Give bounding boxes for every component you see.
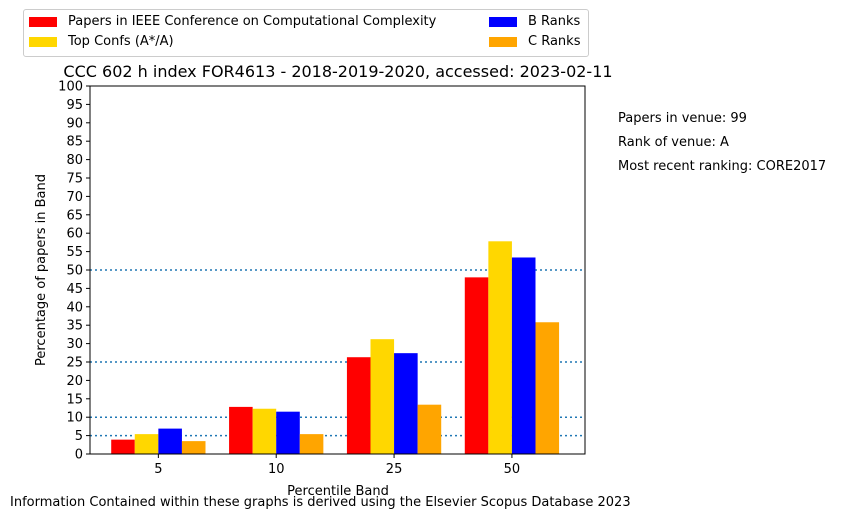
legend-swatch-b-ranks xyxy=(489,16,517,27)
y-axis-label: Percentage of papers in Band xyxy=(34,174,49,366)
y-tick-label: 60 xyxy=(66,227,83,242)
bar xyxy=(488,241,512,454)
papers-in-venue: Papers in venue: 99 xyxy=(618,111,747,126)
chart-title: CCC 602 h index FOR4613 - 2018-2019-2020… xyxy=(63,62,612,81)
y-tick-label: 10 xyxy=(66,411,83,426)
y-tick-label: 100 xyxy=(58,80,83,95)
legend-swatch-ieee xyxy=(29,16,57,27)
legend-label-top-confs: Top Confs (A*/A) xyxy=(68,34,174,49)
legend-swatch-top-confs xyxy=(29,36,57,47)
legend-label-c-ranks: C Ranks xyxy=(528,34,581,49)
legend: Papers in IEEE Conference on Computation… xyxy=(23,9,589,57)
bar xyxy=(464,277,489,454)
y-tick-label: 55 xyxy=(66,245,83,260)
y-tick-label: 80 xyxy=(66,153,83,168)
y-tick-label: 25 xyxy=(66,356,83,371)
y-tick-label: 5 xyxy=(75,429,83,444)
y-tick-label: 35 xyxy=(66,319,83,334)
bar xyxy=(346,357,371,454)
y-tick-label: 45 xyxy=(66,282,83,297)
y-tick-label: 90 xyxy=(66,116,83,131)
legend-swatch-c-ranks xyxy=(489,36,517,47)
bar xyxy=(417,404,442,454)
legend-item-b-ranks: B Ranks xyxy=(489,14,580,29)
x-tick-label: 25 xyxy=(386,462,403,477)
bar xyxy=(181,441,206,454)
y-tick-label: 15 xyxy=(66,392,83,407)
y-tick-label: 50 xyxy=(66,264,83,279)
x-tick-label: 5 xyxy=(154,462,162,477)
legend-item-c-ranks: C Ranks xyxy=(489,34,580,49)
y-tick-label: 70 xyxy=(66,190,83,205)
x-tick-label: 10 xyxy=(268,462,285,477)
bar xyxy=(134,434,159,454)
legend-item-ieee: Papers in IEEE Conference on Computation… xyxy=(29,14,436,29)
bar xyxy=(229,406,253,454)
rank-of-venue: Rank of venue: A xyxy=(618,135,729,150)
y-tick-label: 85 xyxy=(66,135,83,150)
y-tick-label: 75 xyxy=(66,172,83,187)
bar xyxy=(511,257,536,454)
bar xyxy=(394,353,418,454)
most-recent-ranking: Most recent ranking: CORE2017 xyxy=(618,159,827,174)
y-tick-label: 30 xyxy=(66,337,83,352)
x-axis-label: Percentile Band xyxy=(287,484,389,499)
bar xyxy=(299,434,324,454)
bar xyxy=(276,411,300,454)
y-tick-label: 40 xyxy=(66,300,83,315)
data-source-footer: Information Contained within these graph… xyxy=(10,495,631,510)
x-tick-label: 50 xyxy=(504,462,521,477)
bar xyxy=(111,439,135,454)
y-tick-label: 95 xyxy=(66,98,83,113)
legend-item-top-confs: Top Confs (A*/A) xyxy=(29,34,174,49)
bar xyxy=(158,428,182,454)
bar xyxy=(370,339,395,454)
y-tick-label: 0 xyxy=(75,448,83,463)
legend-label-ieee: Papers in IEEE Conference on Computation… xyxy=(68,14,437,29)
bar xyxy=(535,322,560,454)
y-tick-label: 20 xyxy=(66,374,83,389)
y-tick-label: 65 xyxy=(66,208,83,223)
legend-label-b-ranks: B Ranks xyxy=(528,14,581,29)
bar xyxy=(252,408,277,454)
plot-frame xyxy=(89,85,586,455)
